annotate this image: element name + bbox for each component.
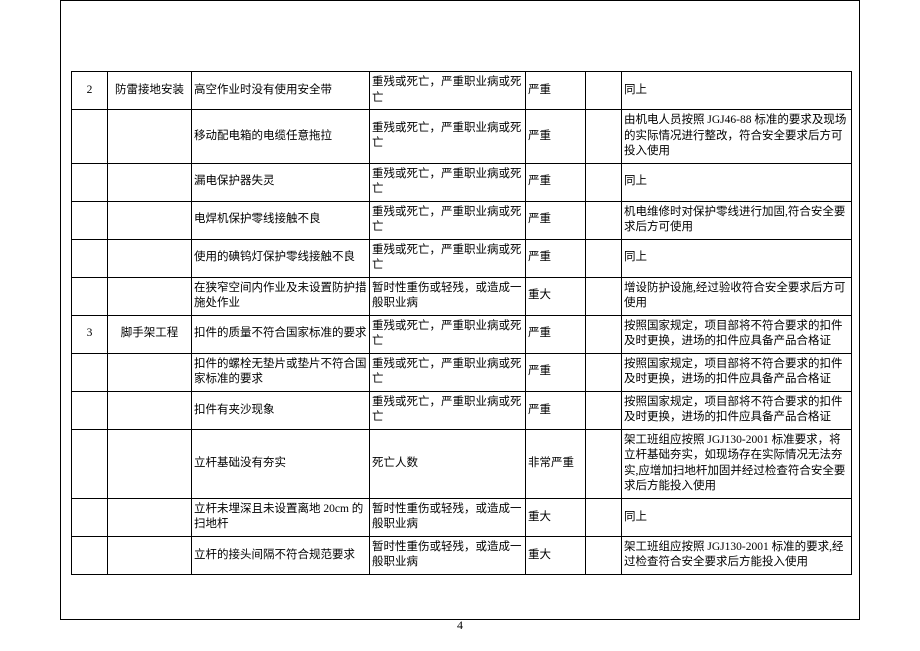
cell-c1 xyxy=(72,201,108,239)
safety-table: 2防雷接地安装高空作业时没有使用安全带重残或死亡，严重职业病或死亡严重同上移动配… xyxy=(71,71,852,575)
cell-c2 xyxy=(108,163,192,201)
cell-c5: 严重 xyxy=(526,239,586,277)
cell-c3: 移动配电箱的电缆任意拖拉 xyxy=(192,110,370,164)
cell-c6 xyxy=(586,429,622,498)
cell-c5: 非常严重 xyxy=(526,429,586,498)
cell-c4: 重残或死亡，严重职业病或死亡 xyxy=(370,201,526,239)
table-row: 移动配电箱的电缆任意拖拉重残或死亡，严重职业病或死亡严重由机电人员按照 JGJ4… xyxy=(72,110,852,164)
cell-c6 xyxy=(586,201,622,239)
cell-c7: 按照国家规定，项目部将不符合要求的扣件及时更换，进场的扣件应具备产品合格证 xyxy=(622,315,852,353)
cell-c3: 使用的碘钨灯保护零线接触不良 xyxy=(192,239,370,277)
cell-c3: 在狭窄空间内作业及未设置防护措施处作业 xyxy=(192,277,370,315)
table-row: 立杆基础没有夯实死亡人数非常严重架工班组应按照 JGJ130-2001 标准要求… xyxy=(72,429,852,498)
cell-c1 xyxy=(72,239,108,277)
cell-c2 xyxy=(108,239,192,277)
cell-c6 xyxy=(586,239,622,277)
cell-c6 xyxy=(586,391,622,429)
cell-c3: 扣件有夹沙现象 xyxy=(192,391,370,429)
cell-c4: 重残或死亡，严重职业病或死亡 xyxy=(370,353,526,391)
cell-c7: 按照国家规定，项目部将不符合要求的扣件及时更换，进场的扣件应具备产品合格证 xyxy=(622,353,852,391)
cell-c2: 脚手架工程 xyxy=(108,315,192,353)
cell-c4: 死亡人数 xyxy=(370,429,526,498)
cell-c1 xyxy=(72,277,108,315)
cell-c7: 同上 xyxy=(622,163,852,201)
cell-c6 xyxy=(586,277,622,315)
cell-c4: 暂时性重伤或轻残，或造成一般职业病 xyxy=(370,536,526,574)
page-number: 4 xyxy=(0,618,920,633)
cell-c4: 重残或死亡，严重职业病或死亡 xyxy=(370,163,526,201)
table-row: 扣件有夹沙现象重残或死亡，严重职业病或死亡严重按照国家规定，项目部将不符合要求的… xyxy=(72,391,852,429)
cell-c4: 重残或死亡，严重职业病或死亡 xyxy=(370,391,526,429)
cell-c5: 严重 xyxy=(526,201,586,239)
table-row: 立杆未埋深且未设置离地 20cm 的扫地杆暂时性重伤或轻残，或造成一般职业病重大… xyxy=(72,498,852,536)
cell-c1 xyxy=(72,353,108,391)
cell-c6 xyxy=(586,536,622,574)
table-row: 在狭窄空间内作业及未设置防护措施处作业暂时性重伤或轻残，或造成一般职业病重大增设… xyxy=(72,277,852,315)
cell-c1 xyxy=(72,391,108,429)
cell-c7: 同上 xyxy=(622,239,852,277)
cell-c2: 防雷接地安装 xyxy=(108,72,192,110)
table-row: 3脚手架工程扣件的质量不符合国家标准的要求重残或死亡，严重职业病或死亡严重按照国… xyxy=(72,315,852,353)
cell-c3: 立杆的接头间隔不符合规范要求 xyxy=(192,536,370,574)
cell-c5: 重大 xyxy=(526,536,586,574)
cell-c4: 暂时性重伤或轻残，或造成一般职业病 xyxy=(370,498,526,536)
cell-c6 xyxy=(586,498,622,536)
cell-c5: 严重 xyxy=(526,163,586,201)
cell-c5: 严重 xyxy=(526,353,586,391)
cell-c3: 立杆基础没有夯实 xyxy=(192,429,370,498)
cell-c7: 由机电人员按照 JGJ46-88 标准的要求及现场的实际情况进行整改，符合安全要… xyxy=(622,110,852,164)
table-row: 扣件的螺栓无垫片或垫片不符合国家标准的要求重残或死亡，严重职业病或死亡严重按照国… xyxy=(72,353,852,391)
cell-c5: 严重 xyxy=(526,110,586,164)
cell-c2 xyxy=(108,353,192,391)
cell-c1 xyxy=(72,110,108,164)
cell-c1 xyxy=(72,536,108,574)
cell-c7: 架工班组应按照 JGJ130-2001 标准的要求,经过检查符合安全要求后方能投… xyxy=(622,536,852,574)
cell-c5: 严重 xyxy=(526,315,586,353)
cell-c1 xyxy=(72,429,108,498)
cell-c7: 架工班组应按照 JGJ130-2001 标准要求，将立杆基础夯实，如现场存在实际… xyxy=(622,429,852,498)
cell-c3: 高空作业时没有使用安全带 xyxy=(192,72,370,110)
table-row: 电焊机保护零线接触不良重残或死亡，严重职业病或死亡严重机电维修时对保护零线进行加… xyxy=(72,201,852,239)
cell-c1: 2 xyxy=(72,72,108,110)
cell-c7: 机电维修时对保护零线进行加固,符合安全要求后方可使用 xyxy=(622,201,852,239)
table-row: 立杆的接头间隔不符合规范要求暂时性重伤或轻残，或造成一般职业病重大架工班组应按照… xyxy=(72,536,852,574)
cell-c4: 重残或死亡，严重职业病或死亡 xyxy=(370,72,526,110)
cell-c2 xyxy=(108,498,192,536)
cell-c2 xyxy=(108,201,192,239)
cell-c2 xyxy=(108,110,192,164)
cell-c4: 暂时性重伤或轻残，或造成一般职业病 xyxy=(370,277,526,315)
cell-c7: 同上 xyxy=(622,498,852,536)
cell-c7: 同上 xyxy=(622,72,852,110)
cell-c1 xyxy=(72,163,108,201)
cell-c4: 重残或死亡，严重职业病或死亡 xyxy=(370,315,526,353)
cell-c5: 严重 xyxy=(526,391,586,429)
table-row: 使用的碘钨灯保护零线接触不良重残或死亡，严重职业病或死亡严重同上 xyxy=(72,239,852,277)
cell-c5: 重大 xyxy=(526,277,586,315)
cell-c6 xyxy=(586,110,622,164)
cell-c3: 漏电保护器失灵 xyxy=(192,163,370,201)
cell-c1 xyxy=(72,498,108,536)
cell-c7: 按照国家规定，项目部将不符合要求的扣件及时更换，进场的扣件应具备产品合格证 xyxy=(622,391,852,429)
cell-c2 xyxy=(108,429,192,498)
cell-c7: 增设防护设施,经过验收符合安全要求后方可使用 xyxy=(622,277,852,315)
cell-c4: 重残或死亡，严重职业病或死亡 xyxy=(370,110,526,164)
cell-c3: 扣件的螺栓无垫片或垫片不符合国家标准的要求 xyxy=(192,353,370,391)
cell-c6 xyxy=(586,72,622,110)
cell-c5: 重大 xyxy=(526,498,586,536)
table-row: 2防雷接地安装高空作业时没有使用安全带重残或死亡，严重职业病或死亡严重同上 xyxy=(72,72,852,110)
cell-c2 xyxy=(108,277,192,315)
cell-c3: 扣件的质量不符合国家标准的要求 xyxy=(192,315,370,353)
cell-c6 xyxy=(586,353,622,391)
cell-c6 xyxy=(586,163,622,201)
table-row: 漏电保护器失灵重残或死亡，严重职业病或死亡严重同上 xyxy=(72,163,852,201)
page-frame: 2防雷接地安装高空作业时没有使用安全带重残或死亡，严重职业病或死亡严重同上移动配… xyxy=(60,0,860,620)
cell-c2 xyxy=(108,391,192,429)
cell-c5: 严重 xyxy=(526,72,586,110)
cell-c1: 3 xyxy=(72,315,108,353)
cell-c2 xyxy=(108,536,192,574)
cell-c4: 重残或死亡，严重职业病或死亡 xyxy=(370,239,526,277)
cell-c6 xyxy=(586,315,622,353)
cell-c3: 立杆未埋深且未设置离地 20cm 的扫地杆 xyxy=(192,498,370,536)
cell-c3: 电焊机保护零线接触不良 xyxy=(192,201,370,239)
